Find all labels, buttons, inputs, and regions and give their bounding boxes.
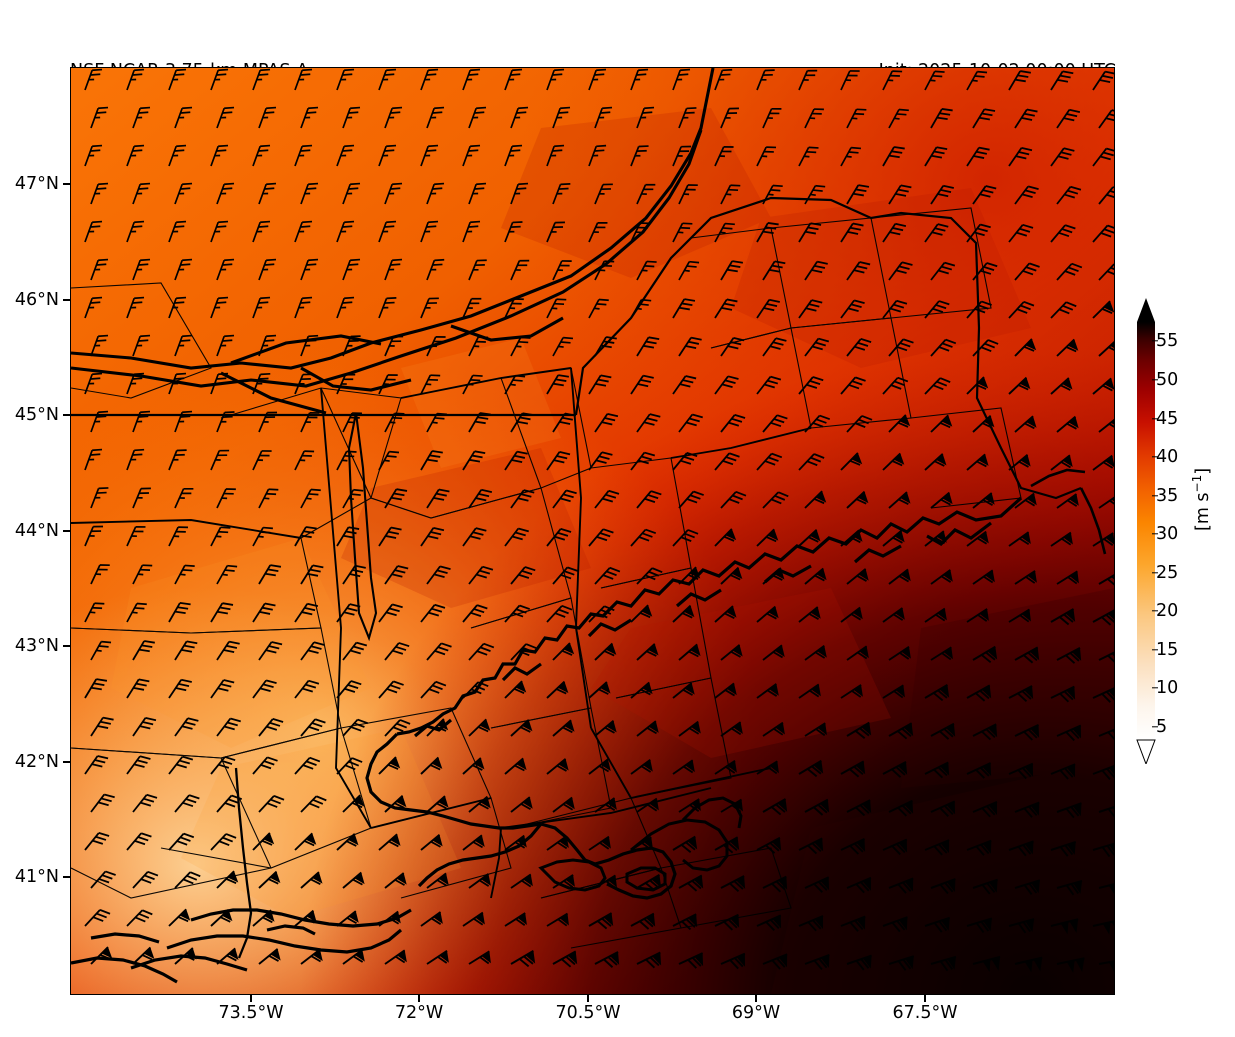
latitude-tick-mark (63, 183, 70, 185)
latitude-tick-mark (63, 761, 70, 763)
geography-layer (71, 68, 1107, 984)
colorbar-tick-label: 50 (1156, 370, 1179, 390)
longitude-tick-label: 67.5°W (892, 1003, 958, 1023)
latitude-tick-mark (63, 299, 70, 301)
colorbar-tick-mark (1152, 340, 1158, 342)
saint-lawrence-river (71, 68, 715, 415)
colorbar-units-pre: [m s (1192, 492, 1213, 531)
colorbar-tick-mark (1152, 726, 1158, 728)
longitude-tick-label: 70.5°W (555, 1003, 621, 1023)
colorbar-units-label: [m s−1] (1190, 468, 1213, 531)
longitude-tick-mark (924, 995, 926, 1002)
colorbar-tick-mark (1152, 379, 1158, 381)
colorbar-tick-label: 45 (1156, 409, 1179, 429)
colorbar-tick-label: 10 (1156, 678, 1179, 698)
maine-coastline (396, 496, 1023, 738)
latitude-tick-mark (63, 876, 70, 878)
longitude-tick-mark (587, 995, 589, 1002)
colorbar-min-extend-arrow (1136, 739, 1156, 766)
colorbar[interactable] (1136, 298, 1156, 766)
lake-champlain (347, 412, 378, 642)
longitude-tick-mark (418, 995, 420, 1002)
latitude-tick-label: 46°N (14, 290, 59, 310)
latitude-tick-label: 41°N (14, 867, 59, 887)
colorbar-max-extend-arrow (1137, 298, 1155, 322)
latitude-tick-mark (63, 645, 70, 647)
colorbar-tick-label: 25 (1156, 563, 1179, 583)
colorbar-tick-label: 20 (1156, 601, 1179, 621)
longitude-tick-mark (250, 995, 252, 1002)
latitude-tick-mark (63, 414, 70, 416)
colorbar-tick-mark (1152, 687, 1158, 689)
colorbar-tick-label: 55 (1156, 331, 1179, 351)
colorbar-tick-mark (1152, 418, 1158, 420)
colorbar-tick-label: 30 (1156, 524, 1179, 544)
colorbar-tick-mark (1152, 649, 1158, 651)
map-plot-area[interactable] (70, 67, 1115, 995)
latitude-tick-mark (63, 530, 70, 532)
longitude-tick-label: 73.5°W (218, 1003, 284, 1023)
latitude-tick-label: 45°N (14, 405, 59, 425)
colorbar-tick-mark (1152, 572, 1158, 574)
latitude-tick-label: 47°N (14, 174, 59, 194)
colorbar-gradient (1137, 322, 1155, 740)
latitude-tick-label: 42°N (14, 752, 59, 772)
colorbar-tick-mark (1152, 610, 1158, 612)
colorbar-units-exponent: −1 (1190, 474, 1204, 493)
international-border (71, 196, 1082, 500)
long-island-coastline (71, 908, 412, 984)
colorbar-tick-label: 35 (1156, 486, 1179, 506)
colorbar-tick-mark (1152, 533, 1158, 535)
latitude-tick-label: 43°N (14, 636, 59, 656)
longitude-tick-label: 72°W (394, 1003, 444, 1023)
shear-fill-layer (71, 68, 1114, 994)
colorbar-units-post: ] (1192, 467, 1213, 475)
colorbar-tick-mark (1152, 456, 1158, 458)
latitude-tick-label: 44°N (14, 521, 59, 541)
longitude-tick-label: 69°W (731, 1003, 781, 1023)
county-borders (71, 207, 1022, 949)
bay-of-fundy-coast (1030, 468, 1107, 555)
colorbar-tick-label: 15 (1156, 640, 1179, 660)
colorbar-tick-label: 40 (1156, 447, 1179, 467)
colorbar-tick-mark (1152, 495, 1158, 497)
new-england-coastline (365, 732, 677, 900)
cape-cod-and-islands (538, 796, 743, 892)
longitude-tick-mark (755, 995, 757, 1002)
hudson-river (234, 767, 253, 959)
colorbar-tick-label: 5 (1156, 717, 1168, 737)
